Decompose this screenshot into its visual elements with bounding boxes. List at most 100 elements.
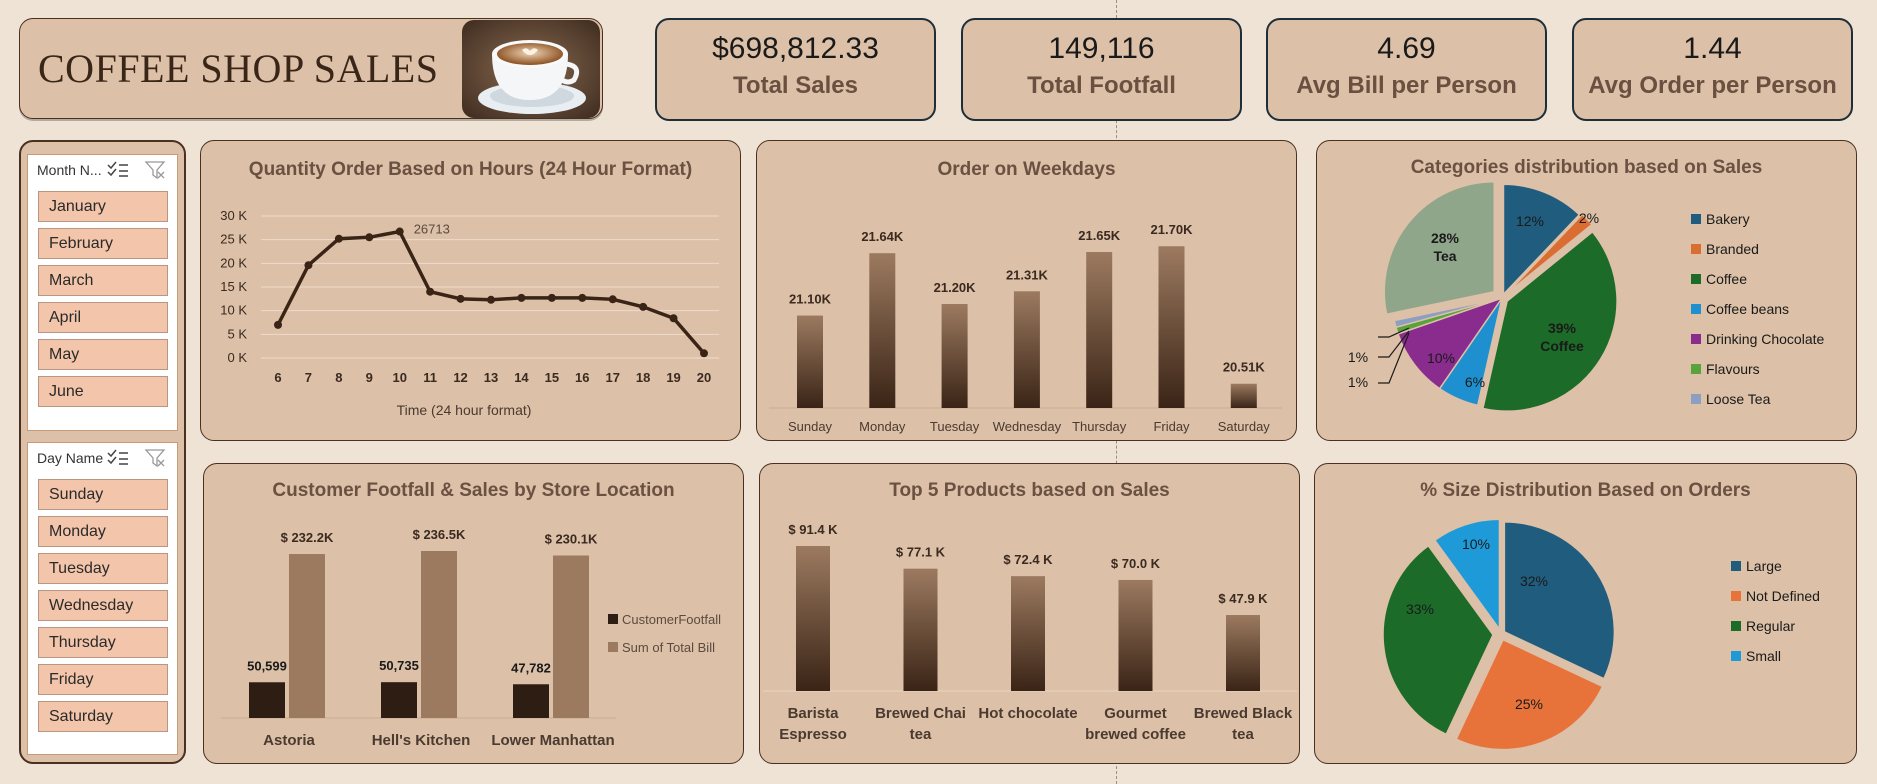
legend-swatch <box>1691 334 1701 344</box>
x-tick-label: Monday <box>859 419 906 434</box>
dashboard-title: COFFEE SHOP SALES <box>38 46 439 91</box>
day-slicer: Day Name Sunday Monday Tuesday Wednesday Thu… <box>27 442 178 755</box>
bar-data-label: $ 70.0 K <box>1111 556 1161 571</box>
y-tick-label: 15 K <box>220 279 247 294</box>
day-item-monday[interactable]: Monday <box>38 516 168 547</box>
day-item-thursday[interactable]: Thursday <box>38 627 168 658</box>
kpi-avg-bill-label: Avg Bill per Person <box>1296 72 1517 99</box>
hours-data-point <box>578 293 587 302</box>
legend-swatch <box>1691 274 1701 284</box>
day-item-wednesday[interactable]: Wednesday <box>38 590 168 621</box>
weekday-bar <box>869 253 896 408</box>
total-bill-bar <box>553 555 589 718</box>
x-tick-label: 18 <box>636 370 650 385</box>
legend-swatch <box>1731 591 1741 601</box>
pie-data-label: 1% <box>1348 374 1368 390</box>
x-tick-label: Brewed Black tea <box>1194 705 1293 743</box>
bill-data-label: $ 236.5K <box>413 527 466 542</box>
legend-label: Bakery <box>1706 211 1750 227</box>
size-chart-card: % Size Distribution Based on Orders 32% 2… <box>1314 463 1857 764</box>
kpi-total-sales-value: $698,812.33 <box>712 32 879 65</box>
clear-filter-icon[interactable] <box>144 160 168 180</box>
legend-swatch <box>1731 621 1741 631</box>
x-tick-label: Astoria <box>263 732 315 749</box>
x-tick-label: 20 <box>697 370 711 385</box>
x-tick-label: 17 <box>605 370 619 385</box>
y-tick-label: 20 K <box>220 255 247 270</box>
month-item-february[interactable]: February <box>38 228 168 259</box>
day-slicer-title: Day Name <box>37 450 104 466</box>
footfall-data-label: 50,599 <box>247 658 287 673</box>
store-chart-title: Customer Footfall & Sales by Store Locat… <box>272 480 675 501</box>
legend-label: Loose Tea <box>1706 391 1771 407</box>
month-item-may[interactable]: May <box>38 339 168 370</box>
category-pie-chart: 12% 2% 39% Coffee 6% 10% 1% 1% 28% Tea Bakery Brand… <box>1348 180 1824 412</box>
x-tick-label: 6 <box>274 370 281 385</box>
weekday-bar <box>1158 246 1185 408</box>
legend-label: Drinking Chocolate <box>1706 331 1824 347</box>
pie-data-label: 6% <box>1465 374 1485 390</box>
hours-data-point <box>426 287 435 296</box>
day-item-friday[interactable]: Friday <box>38 664 168 695</box>
day-item-tuesday[interactable]: Tuesday <box>38 553 168 584</box>
pie-data-label: 2% <box>1579 210 1599 226</box>
bar-data-label: $ 91.4 K <box>788 522 838 537</box>
x-tick-label: 16 <box>575 370 589 385</box>
pie-slice-branded <box>1505 213 1593 295</box>
month-item-january[interactable]: January <box>38 191 168 222</box>
y-tick-label: 0 K <box>227 350 247 365</box>
leader-line <box>1378 327 1410 338</box>
month-item-april[interactable]: April <box>38 302 168 333</box>
x-tick-label: Brewed Chai tea <box>875 705 966 743</box>
legend-swatch <box>1691 244 1701 254</box>
bar-data-label: $ 47.9 K <box>1218 591 1268 606</box>
hours-chart-title: Quantity Order Based on Hours (24 Hour F… <box>248 159 693 180</box>
legend-label: Sum of Total Bill <box>622 640 715 655</box>
pie-data-label: 25% <box>1515 696 1543 712</box>
footfall-bar <box>513 684 549 718</box>
leader-line <box>1378 330 1410 358</box>
pie-slice-bakery <box>1502 183 1581 297</box>
legend-swatch <box>608 642 618 652</box>
x-tick-label: 13 <box>484 370 498 385</box>
kpi-avg-order-value: 1.44 <box>1683 32 1742 65</box>
weekday-bar <box>797 315 823 408</box>
hours-data-point <box>304 261 313 270</box>
product-bar <box>903 568 938 691</box>
footfall-data-label: 47,782 <box>511 660 551 675</box>
legend-swatch <box>1731 651 1741 661</box>
multi-select-icon[interactable] <box>106 161 130 179</box>
leader-line <box>1378 332 1410 384</box>
weekday-bar-chart: 21.10K Sunday 21.64K Monday 21.20K Tuesday 21.… <box>769 222 1282 434</box>
size-chart-title: % Size Distribution Based on Orders <box>1420 480 1751 501</box>
product-bar <box>1011 576 1045 691</box>
bill-data-label: $ 232.2K <box>281 530 334 545</box>
multi-select-icon[interactable] <box>106 449 130 467</box>
x-tick-label: Hot chocolate <box>978 705 1077 722</box>
clear-filter-icon[interactable] <box>144 448 168 468</box>
bar-data-label: 20.51K <box>1223 360 1266 375</box>
hours-data-point <box>395 227 404 236</box>
month-item-march[interactable]: March <box>38 265 168 296</box>
legend-label: Regular <box>1746 618 1795 634</box>
products-chart-card: Top 5 Products based on Sales $ 91.4 K $ … <box>759 463 1300 764</box>
day-item-saturday[interactable]: Saturday <box>38 701 168 732</box>
hours-series-line <box>276 229 706 355</box>
pie-slice-tea <box>1383 180 1495 316</box>
hours-data-point <box>547 293 556 302</box>
x-tick-label: Wednesday <box>993 419 1062 434</box>
day-item-sunday[interactable]: Sunday <box>38 479 168 510</box>
y-tick-label: 5 K <box>227 326 247 341</box>
month-item-june[interactable]: June <box>38 376 168 407</box>
hours-data-point <box>274 320 282 329</box>
size-pie-chart: 32% 25% 33% 10% Large Not Defined Regular Small <box>1382 518 1820 751</box>
hours-data-point <box>365 233 374 242</box>
weekday-bar <box>1013 291 1040 408</box>
pie-slice-small <box>1433 518 1501 632</box>
legend-label: Branded <box>1706 241 1759 257</box>
legend-swatch <box>1731 561 1741 571</box>
y-tick-label: 30 K <box>220 208 247 223</box>
category-chart-card: Categories distribution based on Sales 1… <box>1316 140 1857 441</box>
x-tick-label: 12 <box>453 370 467 385</box>
legend-swatch <box>1691 394 1701 404</box>
